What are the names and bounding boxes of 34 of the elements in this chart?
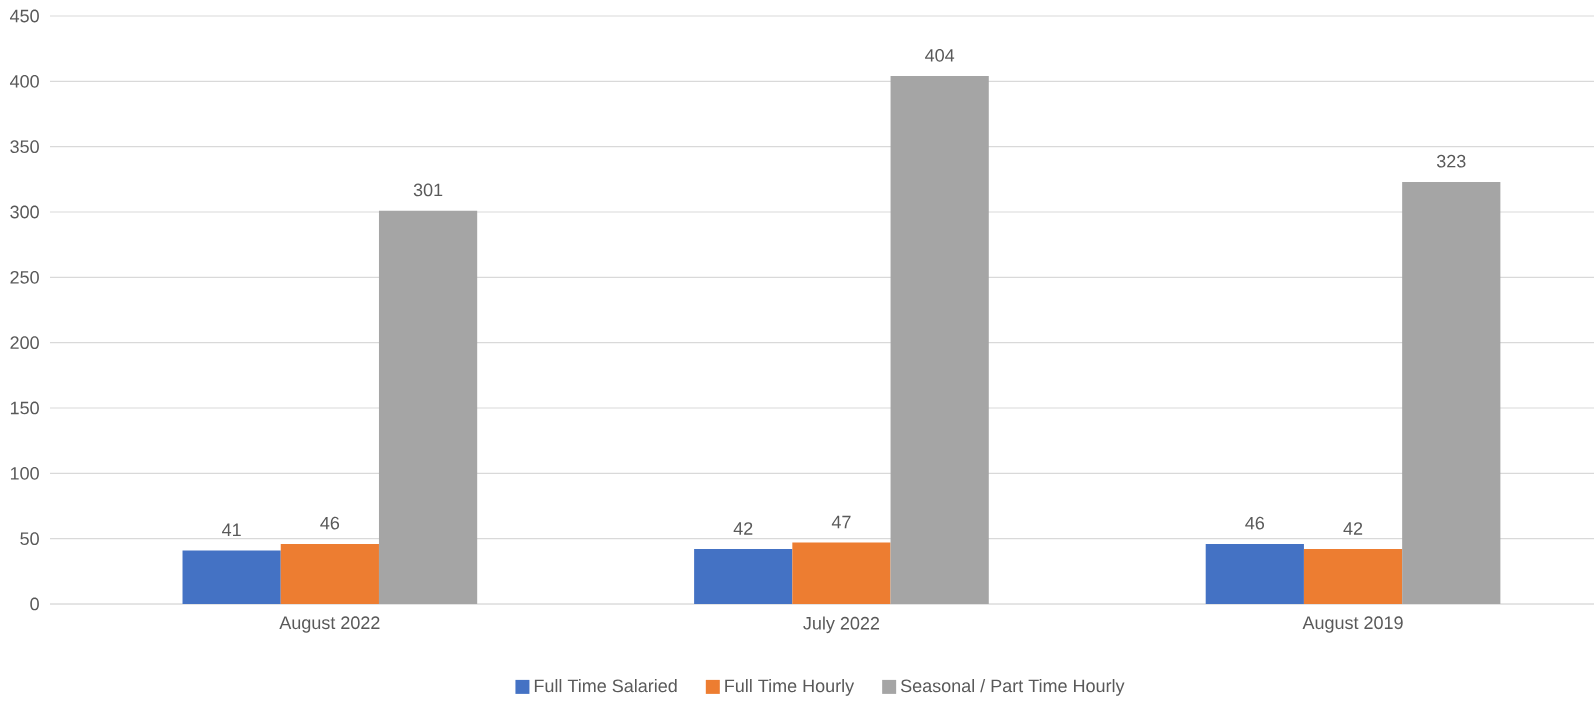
data-label: 46 bbox=[320, 516, 340, 530]
bar bbox=[1205, 543, 1304, 604]
data-label: 404 bbox=[925, 48, 955, 62]
y-tick-label: 350 bbox=[10, 140, 39, 154]
y-tick-label: 100 bbox=[10, 466, 39, 480]
data-label: 42 bbox=[733, 522, 753, 535]
legend-label: Seasonal / Part Time Hourly bbox=[900, 679, 1125, 696]
y-tick-label: 200 bbox=[10, 336, 39, 350]
y-tick-label: 400 bbox=[9, 74, 39, 88]
bar bbox=[378, 210, 478, 604]
legend-label: Full Time Salaried bbox=[534, 679, 677, 693]
x-tick-label: July 2022 bbox=[803, 616, 880, 634]
bar bbox=[792, 542, 891, 604]
bar bbox=[890, 76, 989, 604]
data-label: 46 bbox=[1245, 516, 1265, 530]
data-label: 323 bbox=[1436, 154, 1466, 168]
data-label: 41 bbox=[222, 523, 241, 537]
bar bbox=[694, 549, 793, 604]
bar bbox=[1303, 549, 1403, 604]
x-tick-label: August 2019 bbox=[1302, 616, 1403, 633]
bar bbox=[280, 543, 379, 604]
y-tick-label: 450 bbox=[9, 9, 39, 23]
y-tick-label: 0 bbox=[30, 597, 39, 611]
y-tick-label: 150 bbox=[10, 401, 39, 415]
y-tick-label: 250 bbox=[10, 270, 39, 284]
y-tick-label: 300 bbox=[10, 205, 39, 219]
bar bbox=[1402, 181, 1501, 604]
x-tick-label: August 2022 bbox=[279, 616, 380, 633]
bar bbox=[182, 550, 281, 604]
data-label: 301 bbox=[413, 183, 443, 197]
y-tick-label: 50 bbox=[20, 532, 39, 546]
data-label: 42 bbox=[1343, 522, 1363, 535]
data-label: 47 bbox=[831, 515, 851, 529]
legend-label: Full Time Hourly bbox=[725, 679, 855, 696]
